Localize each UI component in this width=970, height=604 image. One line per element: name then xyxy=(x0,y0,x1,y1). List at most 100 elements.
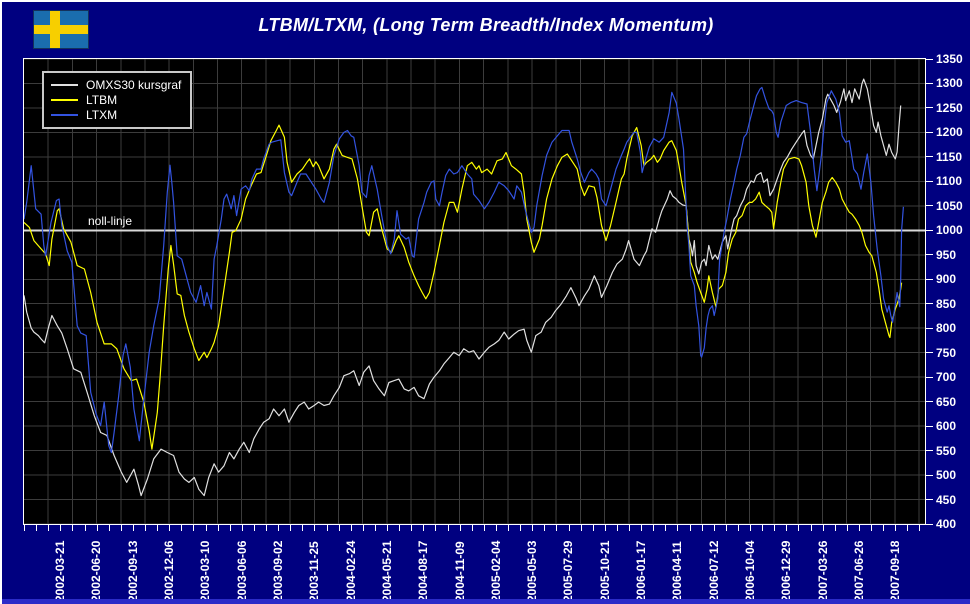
y-axis-tick xyxy=(926,229,933,231)
x-axis-tick xyxy=(108,525,110,531)
x-axis-tick xyxy=(459,525,461,531)
ltbm-line-swatch-icon xyxy=(51,98,78,101)
bottom-edge-strip xyxy=(2,599,970,604)
x-axis-tick xyxy=(810,525,812,531)
x-axis-tick xyxy=(217,525,219,531)
x-axis-tick xyxy=(762,525,764,531)
y-axis-label: 900 xyxy=(936,272,957,287)
y-axis-label: 1100 xyxy=(936,174,963,189)
x-axis-tick xyxy=(653,525,655,531)
x-axis-tick xyxy=(592,525,594,531)
y-axis-tick xyxy=(926,107,933,109)
x-axis-tick xyxy=(374,525,376,531)
x-axis-tick xyxy=(423,525,425,531)
x-axis-date-label: 2004-08-17 xyxy=(416,540,431,602)
x-axis-tick xyxy=(350,525,352,531)
x-axis-tick xyxy=(701,525,703,531)
y-axis-label: 400 xyxy=(936,517,957,531)
y-axis-tick xyxy=(926,523,933,525)
x-axis-date-label: 2007-09-18 xyxy=(888,540,903,602)
x-axis-tick xyxy=(387,525,388,531)
x-axis-tick xyxy=(326,525,328,531)
y-axis-label: 1050 xyxy=(936,198,963,213)
y-axis-label: 1350 xyxy=(936,52,963,66)
x-axis-date-label: 2002-12-06 xyxy=(162,540,177,602)
x-axis-tick xyxy=(544,525,546,531)
x-axis-date-label: 2003-06-06 xyxy=(235,540,249,602)
y-axis-tick xyxy=(926,82,933,84)
series-line-ltbm xyxy=(24,124,903,450)
series-line-omxs30-kursgraf xyxy=(24,78,902,497)
x-axis-tick xyxy=(84,525,86,531)
x-axis-date-label: 2007-06-26 xyxy=(852,540,867,602)
x-axis-tick xyxy=(495,525,497,531)
x-axis-tick xyxy=(786,525,788,531)
x-axis-tick xyxy=(750,525,751,531)
x-axis-tick xyxy=(48,525,50,531)
y-axis-tick xyxy=(926,156,933,158)
legend-item-ltbm: LTBM xyxy=(51,92,181,107)
x-axis-tick xyxy=(471,525,473,531)
y-axis-tick xyxy=(926,425,933,427)
x-axis-tick xyxy=(677,525,679,531)
y-axis-label: 750 xyxy=(936,345,957,360)
x-axis-tick xyxy=(411,525,413,531)
legend-item-ltxm: LTXM xyxy=(51,107,181,122)
x-axis-tick xyxy=(302,525,304,531)
y-axis-label: 700 xyxy=(936,370,957,385)
chart-plot-area xyxy=(23,58,926,525)
y-axis-tick xyxy=(926,131,933,133)
x-axis-tick xyxy=(641,525,643,531)
x-axis-tick xyxy=(907,525,909,531)
y-axis-tick xyxy=(926,450,933,452)
x-axis-date-label: 2005-10-21 xyxy=(598,540,613,602)
y-axis-tick xyxy=(926,327,933,329)
x-axis-tick xyxy=(919,525,921,531)
x-axis-tick xyxy=(435,525,437,531)
x-axis-tick xyxy=(737,525,739,531)
x-axis-tick xyxy=(290,525,292,531)
x-axis-tick xyxy=(871,525,872,531)
x-axis-tick xyxy=(266,525,267,531)
y-axis-label: 1200 xyxy=(936,125,963,140)
x-axis-tick xyxy=(132,525,134,531)
x-axis-tick xyxy=(36,525,38,531)
x-axis-date-label: 2004-02-24 xyxy=(344,540,359,602)
page-title: LTBM/LTXM, (Long Term Breadth/Index Mome… xyxy=(258,15,714,35)
x-axis-tick xyxy=(399,525,401,531)
legend-label: LTXM xyxy=(86,107,118,122)
y-axis-tick xyxy=(926,180,933,182)
x-axis-date-label: 2003-11-25 xyxy=(307,541,322,602)
y-axis-label: 800 xyxy=(936,321,957,336)
y-axis-label: 1150 xyxy=(936,149,963,164)
omxs30-line-swatch-icon xyxy=(51,83,78,86)
x-axis-date-label: 2006-04-11 xyxy=(670,541,685,602)
y-axis-tick xyxy=(926,303,933,305)
x-axis-date-label: 2004-11-09 xyxy=(453,541,468,602)
x-axis-tick xyxy=(508,525,509,531)
x-axis-tick xyxy=(314,525,316,531)
y-axis-label: 500 xyxy=(936,468,957,483)
x-axis-tick xyxy=(774,525,776,531)
x-axis-tick xyxy=(834,525,836,531)
x-axis-tick xyxy=(72,525,74,531)
x-axis-tick xyxy=(846,525,848,531)
legend-label: LTBM xyxy=(86,92,118,107)
y-axis-label: 950 xyxy=(936,247,957,262)
x-axis-date-label: 2003-09-02 xyxy=(271,540,286,602)
y-axis-tick xyxy=(926,499,933,501)
x-axis-tick xyxy=(24,525,25,531)
x-axis-date-label: 2006-10-04 xyxy=(743,540,758,602)
y-axis-tick xyxy=(926,352,933,354)
legend-label: OMXS30 kursgraf xyxy=(86,77,182,92)
x-axis-tick xyxy=(60,525,62,531)
x-axis-tick xyxy=(229,525,231,531)
x-axis-tick xyxy=(96,525,98,531)
x-axis-tick xyxy=(604,525,606,531)
x-axis-tick xyxy=(580,525,582,531)
x-axis-tick xyxy=(145,525,146,531)
sweden-flag-icon xyxy=(33,10,89,49)
x-axis-tick xyxy=(883,525,885,531)
x-axis-date-label: 2005-02-04 xyxy=(489,540,504,602)
x-axis-tick xyxy=(193,525,195,531)
